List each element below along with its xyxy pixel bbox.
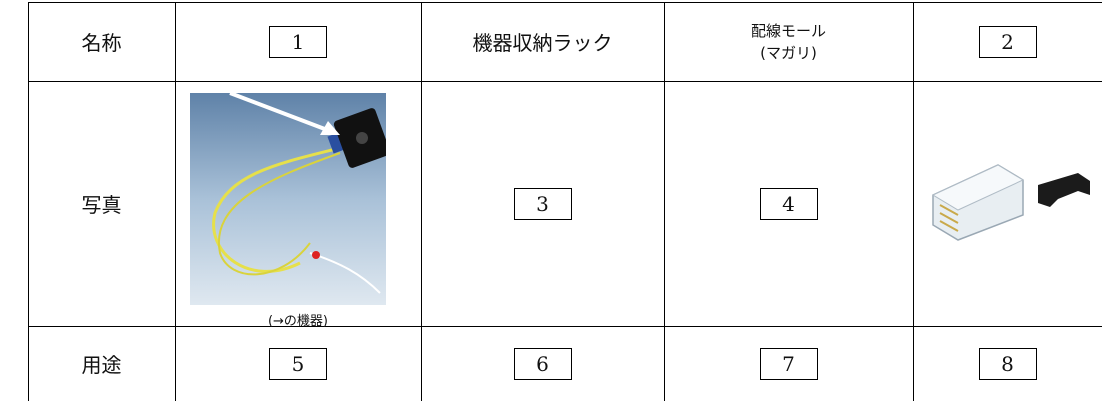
cell: 1	[175, 2, 421, 81]
caption: (→の機器)	[267, 314, 329, 329]
row-label: 名称	[81, 31, 122, 55]
border	[28, 81, 1102, 82]
cell: 写真	[28, 81, 175, 326]
cell: 用途	[28, 326, 175, 401]
cell: 機器収納ラック	[421, 2, 664, 81]
cell: 2	[913, 2, 1102, 81]
border	[175, 2, 176, 401]
cell: 8	[913, 326, 1102, 401]
cell: 3	[421, 81, 664, 326]
answer-box: 4	[759, 187, 818, 220]
border	[28, 2, 29, 401]
answer-box: 2	[978, 25, 1037, 58]
answer-box: 7	[759, 347, 818, 380]
border	[664, 2, 665, 401]
answer-box: 3	[513, 187, 572, 220]
border	[913, 2, 914, 401]
cell: 5	[175, 326, 421, 401]
answer-box: 6	[513, 347, 572, 380]
photo	[190, 93, 386, 305]
cell: 4	[664, 81, 913, 326]
cell: 6	[421, 326, 664, 401]
answer-box: 5	[269, 347, 327, 380]
row-label: 写真	[81, 193, 122, 217]
cell: 名称	[28, 2, 175, 81]
answer-box: 8	[978, 347, 1037, 380]
cell: 配線モール (マガリ)	[664, 2, 913, 81]
item-name: (マガリ)	[760, 43, 817, 62]
photo	[931, 164, 1090, 241]
row-label: 用途	[81, 353, 122, 377]
answer-box: 1	[269, 25, 327, 58]
border	[28, 2, 1102, 3]
border	[421, 2, 422, 401]
item-name: 配線モール	[750, 21, 826, 40]
border	[28, 326, 1102, 327]
cell: 7	[664, 326, 913, 401]
item-name: 機器収納ラック	[472, 31, 613, 55]
